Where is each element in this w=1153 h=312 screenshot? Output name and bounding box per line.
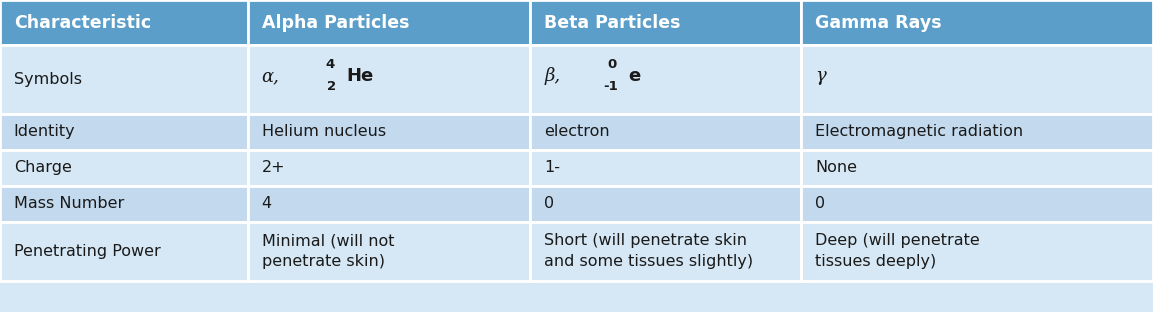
FancyBboxPatch shape	[0, 222, 248, 281]
Text: Minimal (will not
penetrate skin): Minimal (will not penetrate skin)	[262, 233, 394, 269]
Text: He: He	[346, 67, 374, 85]
Text: 4: 4	[262, 196, 272, 211]
FancyBboxPatch shape	[530, 45, 801, 114]
Text: Penetrating Power: Penetrating Power	[14, 244, 160, 259]
Text: Gamma Rays: Gamma Rays	[815, 14, 942, 32]
Text: Alpha Particles: Alpha Particles	[262, 14, 409, 32]
FancyBboxPatch shape	[248, 114, 530, 150]
Text: None: None	[815, 160, 857, 175]
Text: α,: α,	[262, 67, 280, 85]
Text: Symbols: Symbols	[14, 72, 82, 87]
Text: e: e	[628, 67, 641, 85]
Text: 0: 0	[815, 196, 826, 211]
Text: 2: 2	[327, 80, 337, 93]
Text: β,: β,	[544, 67, 560, 85]
Text: Deep (will penetrate
tissues deeply): Deep (will penetrate tissues deeply)	[815, 233, 980, 269]
FancyBboxPatch shape	[0, 0, 248, 45]
FancyBboxPatch shape	[530, 114, 801, 150]
FancyBboxPatch shape	[248, 45, 530, 114]
FancyBboxPatch shape	[248, 0, 530, 45]
FancyBboxPatch shape	[0, 114, 248, 150]
Text: γ: γ	[815, 67, 826, 85]
Text: 0: 0	[544, 196, 555, 211]
Text: Short (will penetrate skin
and some tissues slightly): Short (will penetrate skin and some tiss…	[544, 233, 753, 269]
Text: 0: 0	[608, 58, 617, 71]
FancyBboxPatch shape	[801, 150, 1153, 186]
Text: Identity: Identity	[14, 124, 75, 139]
FancyBboxPatch shape	[248, 186, 530, 222]
FancyBboxPatch shape	[0, 150, 248, 186]
FancyBboxPatch shape	[801, 222, 1153, 281]
FancyBboxPatch shape	[0, 45, 248, 114]
Text: 2+: 2+	[262, 160, 285, 175]
Text: Electromagnetic radiation: Electromagnetic radiation	[815, 124, 1024, 139]
FancyBboxPatch shape	[530, 150, 801, 186]
Text: -1: -1	[603, 80, 618, 93]
Text: electron: electron	[544, 124, 610, 139]
Text: Beta Particles: Beta Particles	[544, 14, 680, 32]
Text: Mass Number: Mass Number	[14, 196, 125, 211]
Text: 1-: 1-	[544, 160, 560, 175]
FancyBboxPatch shape	[801, 114, 1153, 150]
FancyBboxPatch shape	[248, 222, 530, 281]
Text: Charge: Charge	[14, 160, 71, 175]
FancyBboxPatch shape	[530, 222, 801, 281]
FancyBboxPatch shape	[530, 0, 801, 45]
FancyBboxPatch shape	[248, 150, 530, 186]
FancyBboxPatch shape	[801, 45, 1153, 114]
FancyBboxPatch shape	[801, 0, 1153, 45]
Text: Helium nucleus: Helium nucleus	[262, 124, 386, 139]
Text: 4: 4	[325, 58, 334, 71]
FancyBboxPatch shape	[530, 186, 801, 222]
Text: Characteristic: Characteristic	[14, 14, 151, 32]
FancyBboxPatch shape	[801, 186, 1153, 222]
FancyBboxPatch shape	[0, 186, 248, 222]
